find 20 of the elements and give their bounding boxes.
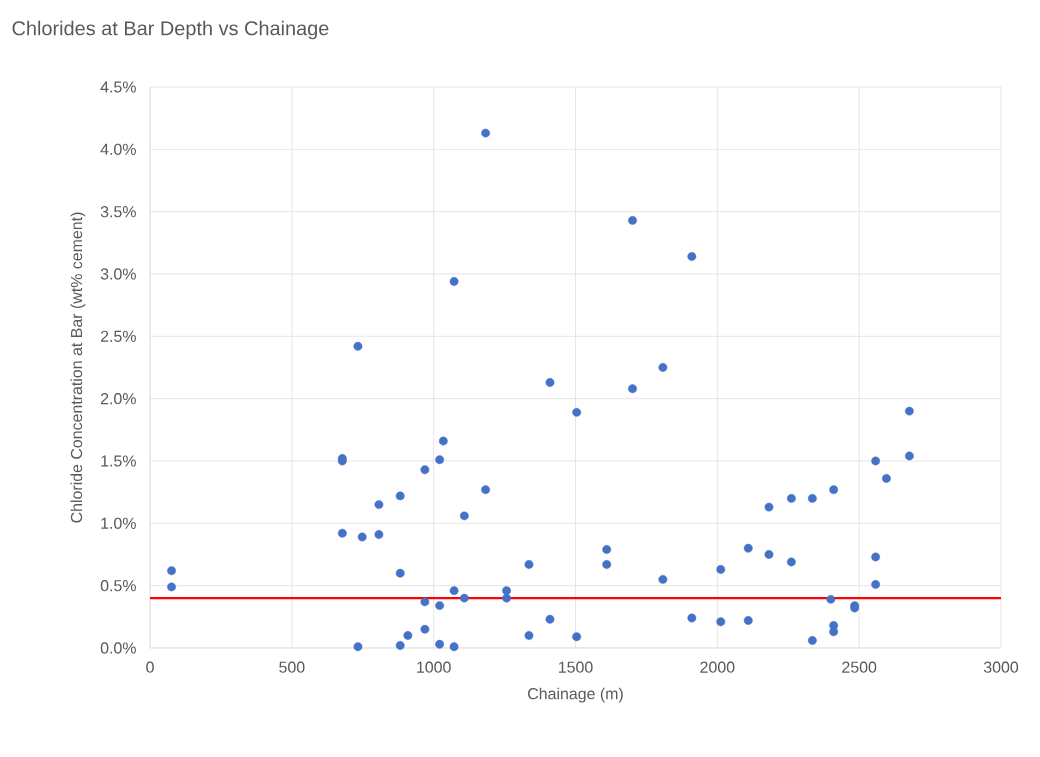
chart-title: Chlorides at Bar Depth vs Chainage [12, 20, 329, 40]
x-tick-label: 1000 [417, 661, 451, 673]
x-tick-label: 0 [146, 661, 154, 673]
y-tick-label: 4.5% [100, 81, 136, 93]
x-tick-label: 500 [279, 661, 305, 673]
y-tick-label: 0.0% [100, 642, 136, 654]
y-tick-label: 0.5% [100, 580, 136, 592]
y-axis-title: Chloride Concentration at Bar (wt% cement) [70, 212, 86, 523]
y-tick-label: 2.5% [100, 330, 136, 342]
x-tick-label: 2500 [842, 661, 877, 673]
x-tick-label: 3000 [983, 661, 1019, 673]
y-tick-label: 4.0% [100, 143, 136, 155]
y-tick-label: 1.5% [101, 455, 136, 467]
y-tick-label: 1.0% [101, 517, 136, 529]
x-tick-label: 2000 [700, 661, 735, 673]
y-tick-label: 2.0% [100, 393, 136, 405]
x-axis-title: Chainage (m) [528, 687, 623, 703]
y-tick-label: 3.0% [100, 268, 136, 280]
x-tick-label: 1500 [559, 661, 593, 673]
y-tick-label: 3.5% [100, 206, 136, 218]
